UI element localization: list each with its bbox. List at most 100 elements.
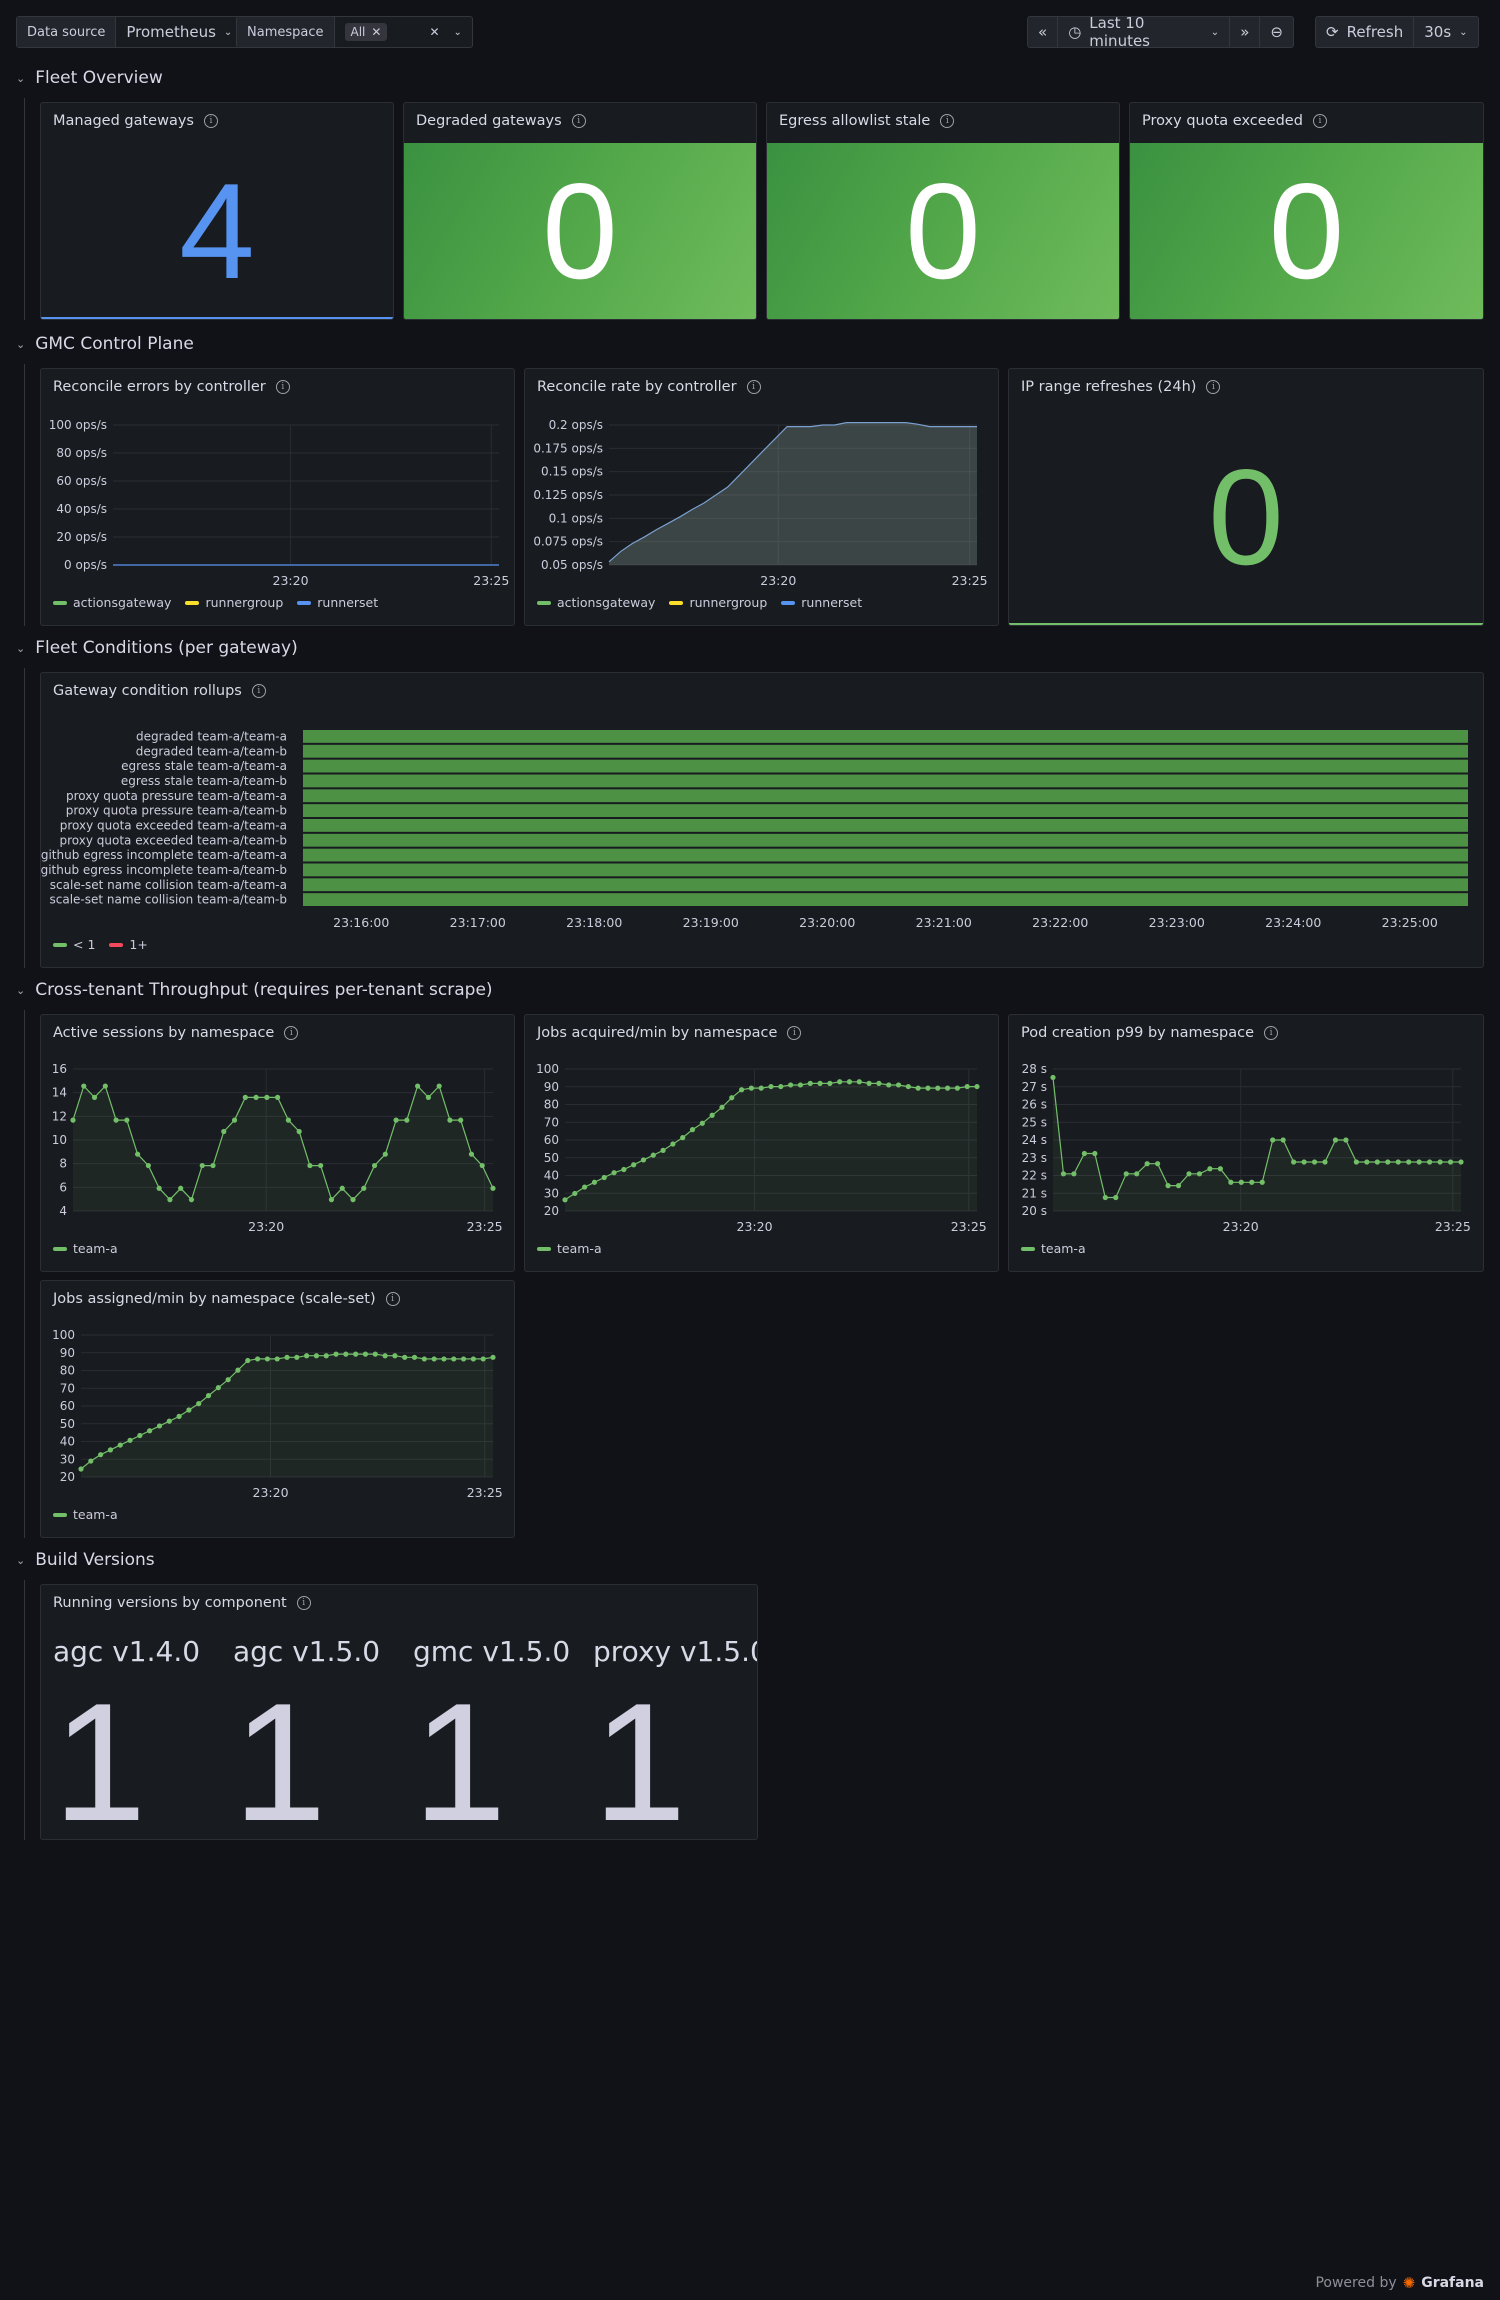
chevron-down-icon: ⌄ xyxy=(16,337,26,351)
status-bar xyxy=(303,893,1468,906)
y-tick-label: 6 xyxy=(59,1180,67,1194)
legend-item-runnerset[interactable]: runnerset xyxy=(781,595,862,610)
data-point xyxy=(323,1353,329,1359)
time-forward-button[interactable]: » xyxy=(1230,17,1261,47)
version-count: 1 xyxy=(413,1668,507,1840)
row-gmc-control-plane[interactable]: ⌄ GMC Control Plane xyxy=(16,334,194,354)
category-label: proxy quota pressure team-a/team-a xyxy=(66,789,287,803)
row-cross-tenant-throughput[interactable]: ⌄ Cross-tenant Throughput (requires per-t… xyxy=(16,980,493,1000)
legend-item-runnergroup[interactable]: runnergroup xyxy=(669,595,767,610)
y-tick-label: 60 xyxy=(544,1133,559,1147)
data-point xyxy=(362,1351,369,1357)
panel-reconcile-errors[interactable]: Reconcile errors by controller i 100 ops/… xyxy=(40,368,515,626)
data-point xyxy=(1343,1137,1349,1143)
row-build-versions[interactable]: ⌄ Build Versions xyxy=(16,1550,155,1570)
y-tick-label: 0.175 ops/s xyxy=(533,441,603,455)
legend-item-lt1[interactable]: < 1 xyxy=(53,937,95,952)
namespace-picker[interactable]: Namespace All ✕ ✕ ⌄ xyxy=(236,16,473,48)
info-icon[interactable]: i xyxy=(787,1026,802,1040)
pod-creation-chart[interactable]: 28 s 27 s 26 s 25 s 24 s 23 s 22 s 21 s 20 s 23:2… xyxy=(1009,1015,1484,1272)
refresh-interval-picker[interactable]: 30s ⌄ xyxy=(1414,17,1477,47)
zoom-out-button[interactable]: ⊖ xyxy=(1260,17,1293,47)
chevron-down-icon[interactable]: ⌄ xyxy=(453,26,462,38)
info-icon[interactable]: i xyxy=(275,380,290,394)
data-point xyxy=(807,1080,813,1086)
data-point xyxy=(1291,1159,1297,1165)
panel-managed-gateways[interactable]: Managed gateways i 4 xyxy=(40,102,394,320)
info-icon[interactable]: i xyxy=(940,114,955,128)
info-icon[interactable]: i xyxy=(204,114,218,128)
info-icon[interactable]: i xyxy=(746,380,761,394)
panel-proxy-quota-exceeded[interactable]: Proxy quota exceeded i 0 xyxy=(1129,102,1484,320)
datasource-value: Prometheus xyxy=(126,23,216,41)
data-point xyxy=(480,1356,486,1362)
panel-egress-allowlist-stale[interactable]: Egress allowlist stale i 0 xyxy=(766,102,1120,320)
data-point xyxy=(1416,1159,1422,1165)
reconcile-errors-chart[interactable]: 100 ops/s 80 ops/s 60 ops/s 40 ops/s 20 ops/… xyxy=(41,369,515,626)
panel-gateway-condition-rollups[interactable]: Gateway condition rollups i degraded team… xyxy=(40,672,1484,968)
data-point xyxy=(284,1354,290,1360)
data-point xyxy=(78,1466,84,1472)
panel-title: Running versions by component xyxy=(53,1595,287,1611)
time-range-button[interactable]: ◷ Last 10 minutes ⌄ xyxy=(1058,14,1231,50)
panel-jobs-assigned[interactable]: Jobs assigned/min by namespace (scale-se… xyxy=(40,1280,515,1538)
info-icon[interactable]: i xyxy=(296,1596,311,1610)
grafana-brand[interactable]: Grafana xyxy=(1421,2275,1484,2291)
panel-ip-range-refreshes[interactable]: IP range refreshes (24h) i 0 xyxy=(1008,368,1484,626)
legend-item-team-a[interactable]: team-a xyxy=(1021,1241,1086,1256)
y-tick-label: 0.15 ops/s xyxy=(541,465,603,479)
row-fleet-overview[interactable]: ⌄ Fleet Overview xyxy=(16,68,163,88)
legend-item-team-a[interactable]: team-a xyxy=(53,1507,118,1522)
x-tick-label: 23:20:00 xyxy=(799,915,855,930)
jobs-acquired-chart[interactable]: 100 90 80 70 60 50 40 30 20 23:20 23:25 xyxy=(525,1015,999,1272)
stat-sparkline-baseline xyxy=(41,317,393,319)
reconcile-rate-chart[interactable]: 0.2 ops/s 0.175 ops/s 0.15 ops/s 0.125 ops/… xyxy=(525,369,999,626)
datasource-picker[interactable]: Data source Prometheus ⌄ xyxy=(16,16,244,48)
data-point xyxy=(147,1428,153,1434)
legend-item-team-a[interactable]: team-a xyxy=(537,1241,602,1256)
clear-icon[interactable]: ✕ xyxy=(429,25,440,39)
stat-value: 4 xyxy=(179,155,255,307)
refresh-button[interactable]: ⟳ Refresh xyxy=(1316,17,1415,47)
stat-sparkline-baseline xyxy=(1009,623,1483,625)
namespace-chip[interactable]: All ✕ xyxy=(344,23,388,41)
legend-item-runnerset[interactable]: runnerset xyxy=(297,595,378,610)
legend-item-runnergroup[interactable]: runnergroup xyxy=(185,595,283,610)
info-icon[interactable]: i xyxy=(1264,1026,1279,1040)
y-tick-label: 0.125 ops/s xyxy=(533,488,603,502)
time-back-button[interactable]: « xyxy=(1028,17,1059,47)
legend-item-team-a[interactable]: team-a xyxy=(53,1241,118,1256)
legend-item-ge1[interactable]: 1+ xyxy=(109,937,148,952)
x-tick-label: 23:20 xyxy=(273,573,309,588)
chevron-down-icon: ⌄ xyxy=(1210,26,1220,38)
legend-swatch xyxy=(669,600,684,605)
info-icon[interactable]: i xyxy=(1206,380,1221,394)
y-tick-label: 23 s xyxy=(1022,1151,1047,1165)
info-icon[interactable]: i xyxy=(1312,114,1327,128)
row-fleet-conditions[interactable]: ⌄ Fleet Conditions (per gateway) xyxy=(16,638,298,658)
data-point xyxy=(1332,1137,1339,1143)
legend-item-actionsgateway[interactable]: actionsgateway xyxy=(53,595,171,610)
stat-background: 0 xyxy=(767,143,1119,319)
panel-jobs-acquired[interactable]: Jobs acquired/min by namespace i 100 90 80 7… xyxy=(524,1014,999,1272)
data-point xyxy=(1144,1161,1150,1167)
chip-close-icon[interactable]: ✕ xyxy=(371,25,382,39)
info-icon[interactable]: i xyxy=(385,1292,400,1306)
panel-reconcile-rate[interactable]: Reconcile rate by controller i 0.2 ops/s 0… xyxy=(524,368,999,626)
info-icon[interactable]: i xyxy=(571,114,586,128)
y-tick-label: 8 xyxy=(59,1157,67,1171)
info-icon[interactable]: i xyxy=(284,1026,299,1040)
data-point xyxy=(1249,1179,1255,1185)
panel-active-sessions[interactable]: Active sessions by namespace i 16 14 12 10 8 6… xyxy=(40,1014,515,1272)
panel-degraded-gateways[interactable]: Degraded gateways i 0 xyxy=(403,102,757,320)
jobs-assigned-chart[interactable]: 100 90 80 70 60 50 40 30 20 23:20 23:25 xyxy=(41,1281,515,1538)
panel-running-versions[interactable]: Running versions by component i agc v1.4.… xyxy=(40,1584,758,1840)
panel-title: Jobs assigned/min by namespace (scale-se… xyxy=(53,1291,376,1307)
info-icon[interactable]: i xyxy=(251,684,266,698)
legend-item-actionsgateway[interactable]: actionsgateway xyxy=(537,595,655,610)
y-tick-label: 25 s xyxy=(1022,1115,1047,1129)
data-point xyxy=(1374,1159,1380,1165)
active-sessions-chart[interactable]: 16 14 12 10 8 6 4 23:20 23:25 xyxy=(41,1015,515,1272)
